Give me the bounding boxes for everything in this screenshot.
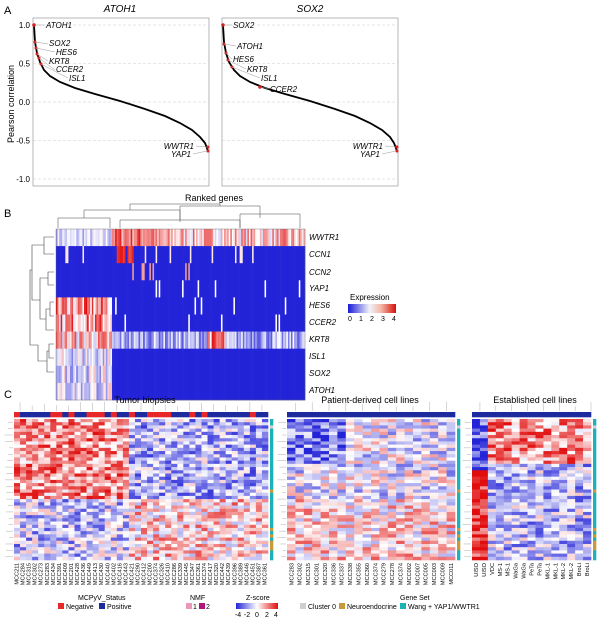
panel-a-xlabel: Ranked genes xyxy=(185,193,244,203)
svg-text:2: 2 xyxy=(370,316,374,323)
established-heatmap-sample-label: PeTa xyxy=(537,562,543,576)
pdcl-heatmap-sample-label: MCC002 xyxy=(407,563,413,585)
svg-text:ATOH1: ATOH1 xyxy=(45,21,72,30)
panel-a-ylabel: Pearson correlation xyxy=(6,65,16,143)
established-heatmap-sample-label: UISO xyxy=(474,562,480,576)
tumor-heatmap-sample-label: MCC361 xyxy=(262,563,268,585)
svg-text:3: 3 xyxy=(381,316,385,323)
svg-text:4: 4 xyxy=(392,316,396,323)
established-heatmap-sample-label: MKL-2 xyxy=(561,563,567,579)
svg-text:ISL1: ISL1 xyxy=(309,352,325,361)
ytick--1.0: -1.0 xyxy=(16,175,30,184)
pdcl-heatmap-sample-label: MCC009 xyxy=(441,563,447,585)
svg-text:YAP1: YAP1 xyxy=(171,150,191,159)
svg-text:YAP1: YAP1 xyxy=(309,284,329,293)
panel-b-col-dendrogram xyxy=(58,202,300,228)
svg-text:KRT8: KRT8 xyxy=(309,335,330,344)
pdcl-heatmap-sample-label: MCC302 xyxy=(298,563,304,585)
zscore-legend: Z-score -4 -2 0 2 4 xyxy=(235,595,278,619)
nmf-legend: NMF 1 2 xyxy=(186,595,210,611)
svg-text:CCN2: CCN2 xyxy=(309,268,331,277)
pdcl-heatmap-sample-label: MCC320 xyxy=(323,563,329,585)
patient-derived-title: Patient-derived cell lines xyxy=(321,395,419,405)
ytick-0.0: 0.0 xyxy=(19,98,31,107)
pdcl-heatmap-sample-label: MCC315 xyxy=(306,563,312,585)
established-heatmap-sample-label: VDC xyxy=(490,563,496,575)
svg-text:1: 1 xyxy=(359,316,363,323)
atoh1-title: ATOH1 xyxy=(103,4,136,15)
geneset-legend: Gene Set Cluster 0 Neuroendocrine Wang +… xyxy=(300,595,480,611)
pdcl-heatmap-sample-label: MCC355 xyxy=(357,563,363,585)
sox2-title: SOX2 xyxy=(297,4,324,15)
panel-letter-c: C xyxy=(4,389,12,401)
pdcl-heatmap-sample-label: MCC338 xyxy=(348,563,354,585)
ytick-0.5: 0.5 xyxy=(19,60,31,69)
pdcl-heatmap-sample-label: MCC279 xyxy=(382,563,388,585)
established-heatmap-sample-label: MKL-1 xyxy=(545,563,551,579)
panel-b-row-dendrogram xyxy=(30,237,54,372)
panel-c: Tumor biopsies Patient-derived cell line… xyxy=(4,395,596,619)
svg-text:ATOH1: ATOH1 xyxy=(308,386,335,395)
expression-legend-title: Expression xyxy=(350,293,390,302)
established-heatmap-sample-label: MKL-1 xyxy=(553,563,559,579)
svg-text:CCER2: CCER2 xyxy=(309,318,337,327)
ytick-1.0: 1.0 xyxy=(19,21,31,30)
panel-b-heatmap xyxy=(56,229,305,400)
established-heatmap-sample-label: MS-1 xyxy=(498,563,504,576)
pdcl-heatmap-sample-label: MCC007 xyxy=(415,563,421,585)
svg-text:WWTR1: WWTR1 xyxy=(309,233,339,242)
pdcl-heatmap-sample-label: MCC278 xyxy=(390,563,396,585)
panel-b: WWTR1 CCN1 CCN2 YAP1 HES6 CCER2 KRT8 ISL1 SO… xyxy=(30,202,396,400)
pdcl-heatmap-sample-label: MCC005 xyxy=(424,563,430,585)
svg-text:ISL1: ISL1 xyxy=(261,74,277,83)
svg-text:CCN1: CCN1 xyxy=(309,250,331,259)
established-title: Established cell lines xyxy=(493,395,577,405)
svg-text:SOX2: SOX2 xyxy=(309,369,331,378)
svg-text:CCER2: CCER2 xyxy=(56,65,84,74)
pdcl-heatmap-sample-label: MCC011 xyxy=(449,563,455,585)
established-heatmap-sample-label: MKL-2 xyxy=(569,563,575,579)
pdcl-heatmap-sample-label: MCC337 xyxy=(340,563,346,585)
svg-text:SOX2: SOX2 xyxy=(49,39,71,48)
established-heatmap-sample-label: BroLi xyxy=(577,563,583,576)
panel-letter-a: A xyxy=(4,5,12,17)
svg-text:SOX2: SOX2 xyxy=(233,21,255,30)
pdcl-heatmap-sample-label: MCC336 xyxy=(331,563,337,585)
established-heatmap-sample-label: BroLi xyxy=(585,563,591,576)
svg-text:YAP1: YAP1 xyxy=(360,150,380,159)
established-heatmap-sample-label: PeTa xyxy=(529,562,535,576)
pdcl-heatmap-sample-label: MCC360 xyxy=(365,563,371,585)
established-heatmap-sample-label: UISO xyxy=(482,562,488,576)
svg-text:KRT8: KRT8 xyxy=(247,65,268,74)
established-heatmap-sample-label: WaGa xyxy=(514,562,520,579)
pdcl-heatmap-sample-label: MCC283 xyxy=(289,563,295,585)
svg-text:ATOH1: ATOH1 xyxy=(236,42,263,51)
pdcl-heatmap-sample-label: MCC003 xyxy=(432,563,438,585)
pdcl-heatmap-sample-label: MCC374 xyxy=(373,563,379,585)
established-heatmap-sample-label: WaGa xyxy=(522,562,528,579)
ytick--0.5: -0.5 xyxy=(16,137,30,146)
pdcl-heatmap-sample-label: MCC374 xyxy=(399,563,405,585)
tumor-biopsies-title: Tumor biopsies xyxy=(114,395,176,405)
established-heatmap-sample-label: MS-1 xyxy=(506,563,512,576)
mcpyv-legend: MCPyV_Status Negative Positive xyxy=(58,595,132,611)
panel-a: Pearson correlation Ranked genes ATOH1 1… xyxy=(6,4,399,203)
svg-text:0: 0 xyxy=(348,316,352,323)
svg-text:HES6: HES6 xyxy=(56,48,77,57)
svg-text:CCER2: CCER2 xyxy=(270,85,298,94)
panel-letter-b: B xyxy=(4,208,11,220)
svg-text:HES6: HES6 xyxy=(309,301,330,310)
svg-text:HES6: HES6 xyxy=(233,55,254,64)
svg-text:ISL1: ISL1 xyxy=(69,74,85,83)
pdcl-heatmap-sample-label: MCC301 xyxy=(315,563,321,585)
panel-b-row-labels: WWTR1 CCN1 CCN2 YAP1 HES6 CCER2 KRT8 ISL1 SO… xyxy=(308,233,339,395)
expression-legend: Expression 0 1 2 3 4 xyxy=(348,293,396,323)
